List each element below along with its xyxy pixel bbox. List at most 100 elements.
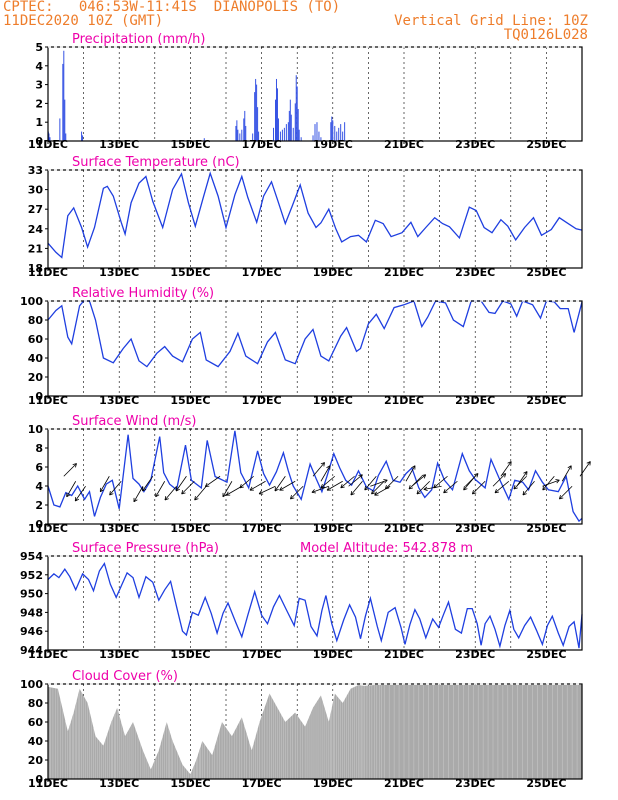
precip-bar — [244, 110, 246, 141]
precip-bar — [320, 137, 322, 141]
wind-arrow-head — [523, 471, 528, 476]
precip-bar — [273, 127, 274, 141]
wind-arrow — [274, 476, 286, 492]
y-tick-label: 10 — [28, 423, 44, 436]
precip-bar — [239, 133, 241, 141]
precip-bar — [288, 110, 290, 141]
x-tick-label: 25DEC — [526, 777, 566, 790]
panel-title: Surface Wind (m/s) — [72, 414, 196, 429]
wind-arrow — [109, 480, 122, 496]
wind-arrow — [258, 485, 276, 495]
wind-arrow — [416, 480, 430, 495]
precip-bar — [245, 125, 247, 141]
wind-arrow — [320, 475, 336, 489]
wind-arrow — [326, 480, 343, 491]
wind-arrow-head — [443, 488, 448, 494]
y-tick-label: 946 — [20, 625, 43, 638]
x-tick-label: 15DEC — [170, 777, 210, 790]
x-tick-label: 11DEC — [28, 138, 68, 151]
y-tick-label: 20 — [28, 371, 44, 384]
wind-arrow-head — [164, 496, 169, 501]
wind-arrow — [385, 475, 399, 490]
x-tick-label: 17DEC — [242, 777, 282, 790]
wind-arrow — [320, 465, 331, 482]
wind-arrow-head — [249, 486, 254, 491]
precip-bar — [330, 122, 332, 141]
wind-arrow-head — [358, 474, 363, 479]
precip-bar — [300, 137, 302, 141]
precip-bar — [316, 122, 318, 141]
precip-bar — [275, 78, 277, 141]
wind-arrow-head — [371, 490, 376, 495]
wind-arrow-head — [408, 485, 414, 490]
x-tick-label: 13DEC — [99, 777, 139, 790]
precip-bar — [332, 120, 334, 141]
y-tick-label: 40 — [28, 735, 44, 748]
x-tick-label: 23DEC — [455, 522, 495, 535]
wind-arrow-head — [350, 491, 355, 496]
x-tick-label: 15DEC — [170, 394, 210, 407]
wind-arrow-head — [567, 465, 572, 470]
x-tick-label: 25DEC — [526, 648, 566, 661]
precip-bar — [336, 131, 338, 141]
wind-arrow-head — [586, 461, 591, 466]
wind-arrow — [492, 473, 507, 487]
wind-arrow — [279, 480, 296, 491]
wind-arrow-head — [222, 492, 227, 498]
precip-bar — [257, 107, 259, 141]
wind-arrow-head — [423, 486, 428, 492]
wind-arrow — [239, 475, 254, 489]
y-tick-label: 5 — [35, 41, 43, 54]
header-station: CPTEC: 046:53W-11:41S DIANOPOLIS (TO) — [3, 0, 341, 15]
wind-arrow-head — [66, 492, 71, 498]
wind-arrow-head — [109, 491, 114, 496]
precip-bar — [274, 99, 276, 141]
wind-arrow-head — [258, 490, 264, 495]
precip-bar — [296, 86, 298, 141]
panel-frame — [47, 300, 583, 397]
x-tick-label: 23DEC — [455, 138, 495, 151]
y-tick-label: 6 — [35, 461, 43, 474]
wind-arrow-head — [142, 486, 147, 492]
y-tick-label: 21 — [28, 242, 43, 255]
wind-arrow — [559, 485, 573, 500]
y-tick-label: 948 — [20, 606, 43, 619]
x-tick-label: 23DEC — [455, 394, 495, 407]
precip-bar — [294, 103, 296, 141]
wind-arrow — [63, 463, 77, 477]
x-tick-label: 25DEC — [526, 138, 566, 151]
precip-bar — [297, 109, 299, 141]
wind-arrow-head — [290, 495, 295, 500]
wind-arrow-head — [558, 495, 564, 500]
y-tick-label: 60 — [28, 716, 44, 729]
precip-bar — [281, 129, 283, 141]
precip-bar — [62, 63, 64, 141]
x-tick-label: 15DEC — [170, 138, 210, 151]
y-tick-label: 0 — [35, 390, 43, 403]
panel-title: Relative Humidity (%) — [72, 286, 214, 301]
precip-bar — [290, 114, 292, 141]
wind-arrow-head — [374, 491, 379, 496]
wind-arrow — [463, 475, 476, 491]
wind-arrow — [340, 475, 355, 489]
wind-arrow-head — [181, 490, 186, 495]
wind-arrow — [311, 485, 329, 493]
panel-subtitle: Model Altitude: 542.878 m — [300, 541, 473, 556]
wind-arrow-head — [522, 491, 527, 496]
precip-bar — [235, 125, 237, 141]
precip-bar — [63, 50, 65, 142]
y-tick-label: 0 — [35, 518, 43, 531]
header-grid-note: Vertical Grid Line: 10Z — [394, 13, 588, 29]
wind-arrow — [443, 480, 458, 494]
panel-4: 944 946 948 950 952 954 11DEC 13DEC 15DEC 17DEC 19… — [20, 541, 583, 661]
precip-bar — [298, 129, 300, 141]
precip-bar — [48, 133, 50, 141]
x-tick-label: 21DEC — [384, 648, 424, 661]
y-tick-label: 1 — [35, 116, 43, 129]
wind-arrow — [516, 471, 528, 487]
y-tick-label: 100 — [20, 295, 43, 308]
precip-bar — [203, 138, 205, 141]
y-tick-label: 952 — [20, 569, 43, 582]
x-tick-label: 19DEC — [313, 777, 353, 790]
wind-arrow-head — [421, 474, 427, 479]
